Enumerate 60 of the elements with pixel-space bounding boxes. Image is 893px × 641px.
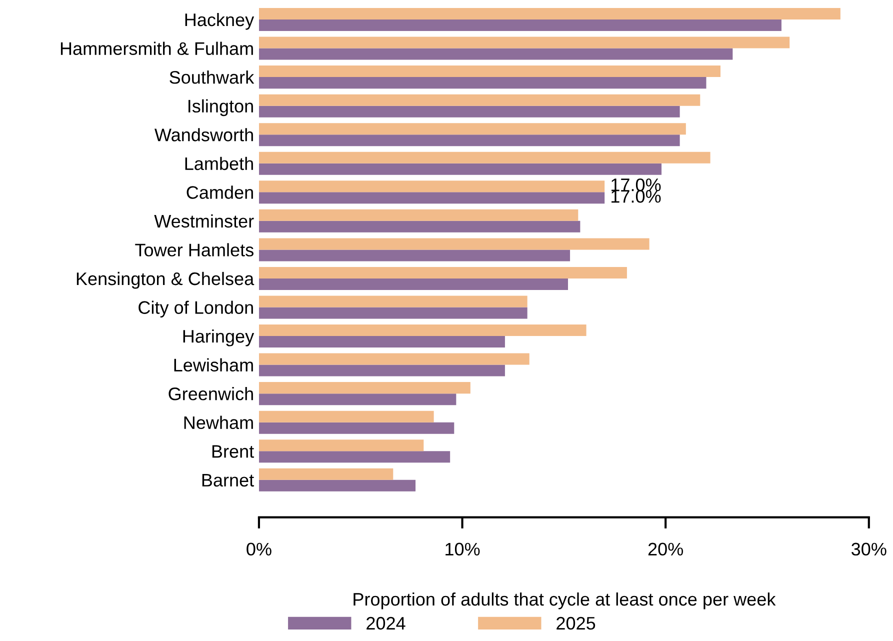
y-tick-label: Hackney [185,12,254,30]
bar [258,66,720,78]
data-label: 17.0% [612,178,661,192]
x-tick-label: 20% [648,542,684,556]
y-tick-label: Camden [186,186,253,199]
y-tick-label: Barnet [202,474,254,487]
bar [258,266,627,278]
data-label: 17.0% [612,190,661,203]
y-tick-label: City of London [138,300,253,318]
bar [258,163,662,175]
bar [258,336,505,348]
x-tick-label: 30% [852,542,886,556]
bar [258,192,605,204]
bar [258,307,528,319]
bar [258,296,528,308]
bar [258,238,650,250]
bar [258,77,706,89]
bar [258,180,605,192]
bar [258,410,434,422]
y-tick-label: Lewisham [174,358,253,372]
y-tick-label: Hammersmith & Fulham [60,42,253,56]
bar [258,324,586,336]
y-tick-label: Tower Hamlets [135,243,254,256]
bar [258,451,450,463]
bar [258,278,568,290]
bar [258,48,733,60]
bar [258,152,710,164]
bar [258,480,416,492]
y-tick-label: Newham [184,416,253,430]
bar [258,94,700,106]
bar [258,353,530,365]
bar [258,394,456,406]
bar [258,440,424,452]
x-axis-title: Proportion of adults that cycle at least once per week [354,592,776,610]
bar [258,123,686,135]
x-tick-label: 0% [246,542,272,556]
y-tick-label: Westminster [154,214,254,228]
legend-label: 2024 [366,616,406,630]
bar [258,8,840,20]
x-tick-label: 10% [446,542,480,556]
y-tick-label: Haringey [183,329,254,346]
y-tick-label: Islington [188,99,253,116]
bar [258,250,570,262]
y-tick-label: Greenwich [168,387,253,400]
y-tick-label: Wandsworth [154,128,253,142]
y-tick-label: Kensington & Chelsea [76,272,254,289]
bar [258,134,680,146]
bar [258,106,680,118]
y-tick-label: Southwark [170,70,254,84]
bar [258,382,470,394]
bar [258,220,580,232]
bar [258,422,454,434]
legend-label: 2025 [556,616,596,630]
bar [258,209,578,221]
bar [258,468,394,480]
bar [258,364,505,376]
y-tick-label: Lambeth [185,156,253,170]
y-tick-label: Brent [212,445,254,458]
bar [258,36,790,48]
bar [258,20,782,32]
